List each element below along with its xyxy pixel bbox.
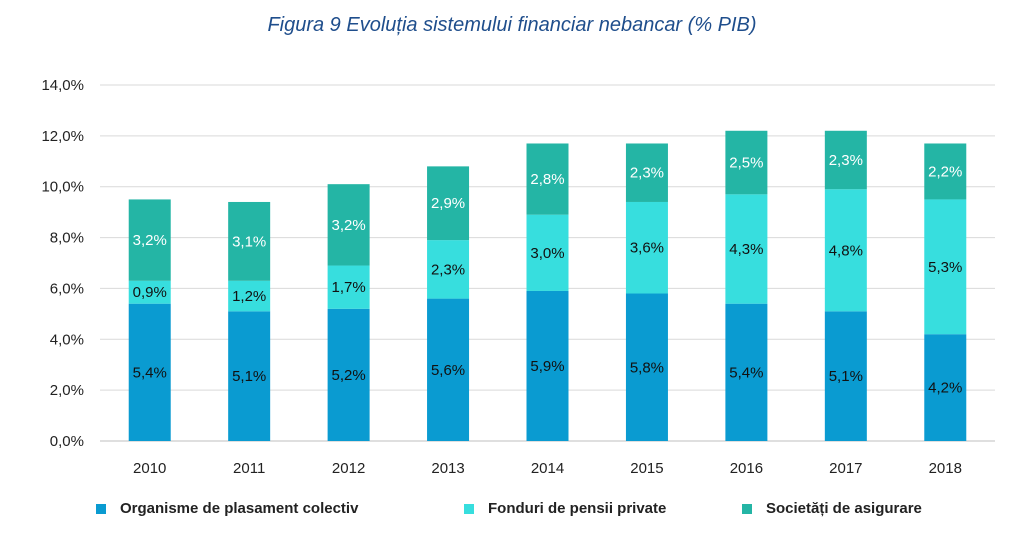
bar-segment — [625, 201, 668, 294]
x-tick-label: 2011 — [233, 460, 265, 477]
data-label: 2,9% — [431, 195, 465, 212]
data-label: 5,8% — [630, 359, 664, 376]
x-tick-label: 2014 — [531, 460, 564, 477]
x-tick-label: 2010 — [133, 460, 166, 477]
bar-segment — [128, 280, 171, 304]
x-tick-label: 2012 — [332, 460, 365, 477]
bar-segment — [427, 240, 470, 299]
data-label: 2,3% — [630, 165, 664, 182]
legend-item-fonduri: Fonduri de pensii private — [464, 500, 666, 517]
data-label: 2,3% — [431, 261, 465, 278]
y-tick-label: 12,0% — [41, 128, 84, 145]
legend-item-organisme: Organisme de plasament colectiv — [96, 500, 358, 517]
bar-segment — [824, 189, 867, 312]
bar-segment — [327, 184, 370, 266]
data-label: 4,8% — [829, 242, 863, 259]
y-axis-ticks: 0,0% 2,0% 4,0% 6,0% 8,0% 10,0% 12,0% 14,0% — [41, 77, 84, 450]
legend-swatch-fonduri — [464, 503, 474, 514]
data-label: 5,2% — [332, 367, 366, 384]
bar-segment — [228, 201, 271, 281]
data-label: 5,6% — [431, 362, 465, 379]
x-tick-label: 2016 — [730, 460, 763, 477]
bar-segment — [427, 298, 470, 441]
bar-segment — [228, 280, 271, 312]
data-label: 5,4% — [729, 364, 763, 381]
data-label: 5,1% — [829, 368, 863, 385]
bar-segment — [924, 334, 967, 441]
data-label: 3,2% — [332, 217, 366, 234]
data-label: 0,9% — [133, 284, 167, 301]
y-tick-label: 6,0% — [50, 280, 84, 297]
data-label: 2,2% — [928, 163, 962, 180]
data-label: 5,4% — [133, 364, 167, 381]
x-tick-label: 2017 — [829, 460, 862, 477]
chart-title: Figura 9 Evoluția sistemului financiar n… — [267, 14, 757, 36]
bar-segment — [228, 311, 271, 441]
legend-label-organisme: Organisme de plasament colectiv — [120, 500, 359, 517]
legend-item-societati: Societăți de asigurare — [742, 500, 922, 517]
data-label: 4,3% — [729, 241, 763, 258]
data-label: 3,2% — [133, 232, 167, 249]
bar-segment — [327, 265, 370, 309]
legend-swatch-organisme — [96, 503, 106, 514]
data-label: 3,6% — [630, 240, 664, 257]
data-label: 2,3% — [829, 152, 863, 169]
x-tick-label: 2015 — [630, 460, 663, 477]
y-tick-label: 14,0% — [41, 77, 84, 94]
x-axis-ticks: 2010 2011 2012 2013 2014 2015 2016 2017 2018 — [133, 460, 962, 477]
x-tick-label: 2018 — [929, 460, 962, 477]
data-label: 5,3% — [928, 259, 962, 276]
bar-segment — [526, 143, 569, 215]
bar-segment — [725, 130, 768, 195]
data-label: 5,9% — [530, 358, 564, 375]
y-tick-label: 4,0% — [50, 331, 84, 348]
bar-segment — [128, 199, 171, 281]
legend-label-societati: Societăți de asigurare — [766, 500, 922, 517]
bar-segment — [824, 130, 867, 190]
y-tick-label: 8,0% — [50, 230, 84, 247]
data-label: 4,2% — [928, 380, 962, 397]
bar-segment — [526, 290, 569, 441]
bar-segment — [427, 166, 470, 241]
data-label: 2,8% — [530, 171, 564, 188]
bar-segment — [128, 303, 171, 441]
data-label: 3,0% — [530, 245, 564, 262]
y-tick-label: 10,0% — [41, 179, 84, 196]
y-tick-label: 0,0% — [50, 433, 84, 450]
data-label: 2,5% — [729, 155, 763, 172]
bar-segment — [924, 199, 967, 335]
legend-label-fonduri: Fonduri de pensii private — [488, 500, 667, 517]
data-labels: 5,4% 0,9% 3,2% 5,1% 1,2% 3,1% 5,2% 1,7% 3,2% 5,6%… — [133, 152, 963, 397]
y-tick-label: 2,0% — [50, 382, 84, 399]
bars — [128, 130, 967, 441]
bar-segment — [824, 311, 867, 441]
bar-segment — [725, 194, 768, 304]
x-tick-label: 2013 — [431, 460, 464, 477]
bar-segment — [924, 143, 967, 200]
bar-segment — [327, 308, 370, 441]
data-label: 3,1% — [232, 233, 266, 250]
bar-segment — [725, 303, 768, 441]
bar-segment — [625, 293, 668, 441]
bar-segment — [526, 214, 569, 291]
legend: Organisme de plasament colectiv Fonduri … — [0, 500, 1024, 528]
legend-swatch-societati — [742, 503, 752, 514]
data-label: 1,2% — [232, 288, 266, 305]
data-label: 1,7% — [332, 279, 366, 296]
bar-segment — [625, 143, 668, 202]
data-label: 5,1% — [232, 368, 266, 385]
